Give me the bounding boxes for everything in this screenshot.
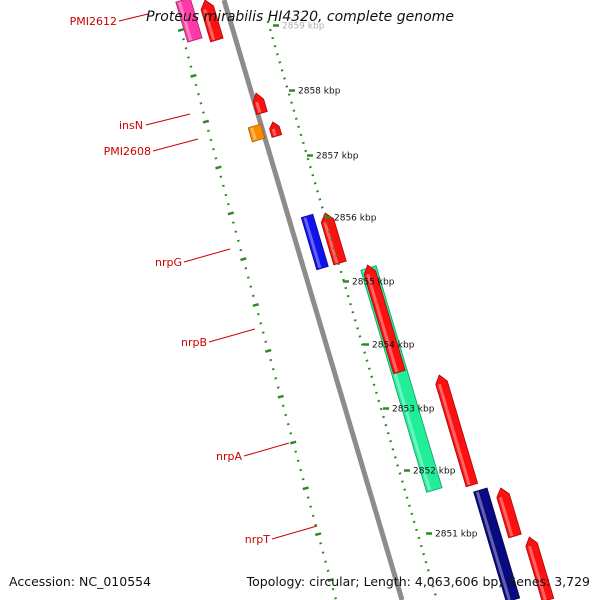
scale-label: 2853 kbp [392,405,435,415]
scale-label: 2859 kbp [282,22,325,32]
scale-label: 2851 kbp [435,530,478,540]
genome-title: Proteus mirabilis HI4320, complete genom… [146,9,454,25]
gene-label: insN [119,119,143,132]
gene-label-leader [152,138,199,152]
gene-label-leader [118,13,149,22]
gene-feature [363,264,406,375]
gene-label-leader [271,525,318,540]
gene-feature [435,374,479,488]
scale-label: 2852 kbp [413,467,456,477]
scale-label: 2855 kbp [352,278,395,288]
ticks-layer [177,20,437,600]
gene-feature-insN [252,92,268,116]
scale-label: 2857 kbp [316,152,359,162]
gene-feature [496,487,522,539]
labels-layer: 2859 kbp 2858 kbp 2857 kbp 2856 kbp 2855 kbp… [70,13,478,546]
gene-label: PMI2608 [104,145,151,158]
gene-label: nrpA [216,450,242,463]
gene-feature-PMI2612 [175,0,203,43]
gene-label-leader [243,442,290,457]
gene-label-leader [145,113,191,126]
gene-label: PMI2612 [70,15,117,28]
gene-feature-nrpT [473,487,521,600]
gene-label-leader [183,248,231,263]
scale-label: 2854 kbp [372,341,415,351]
accession-text: Accession: NC_010554 [9,574,152,589]
gene-feature-PMI2608 [247,123,266,143]
genome-summary-text: Topology: circular; Length: 4,063,606 bp… [246,574,590,589]
scale-label: 2856 kbp [334,214,377,224]
feature-track-dots [177,28,337,600]
gene-label: nrpB [181,336,207,349]
gene-label: nrpG [155,256,182,269]
gene-label: nrpT [245,533,270,546]
gene-feature [269,121,283,138]
gene-feature-nrpG [300,213,329,271]
features-layer [175,0,555,600]
scale-track-dots [266,20,437,596]
scale-label: 2858 kbp [298,87,341,97]
gene-feature [525,536,555,600]
gene-feature [200,0,224,43]
gene-label-leader [208,328,256,343]
